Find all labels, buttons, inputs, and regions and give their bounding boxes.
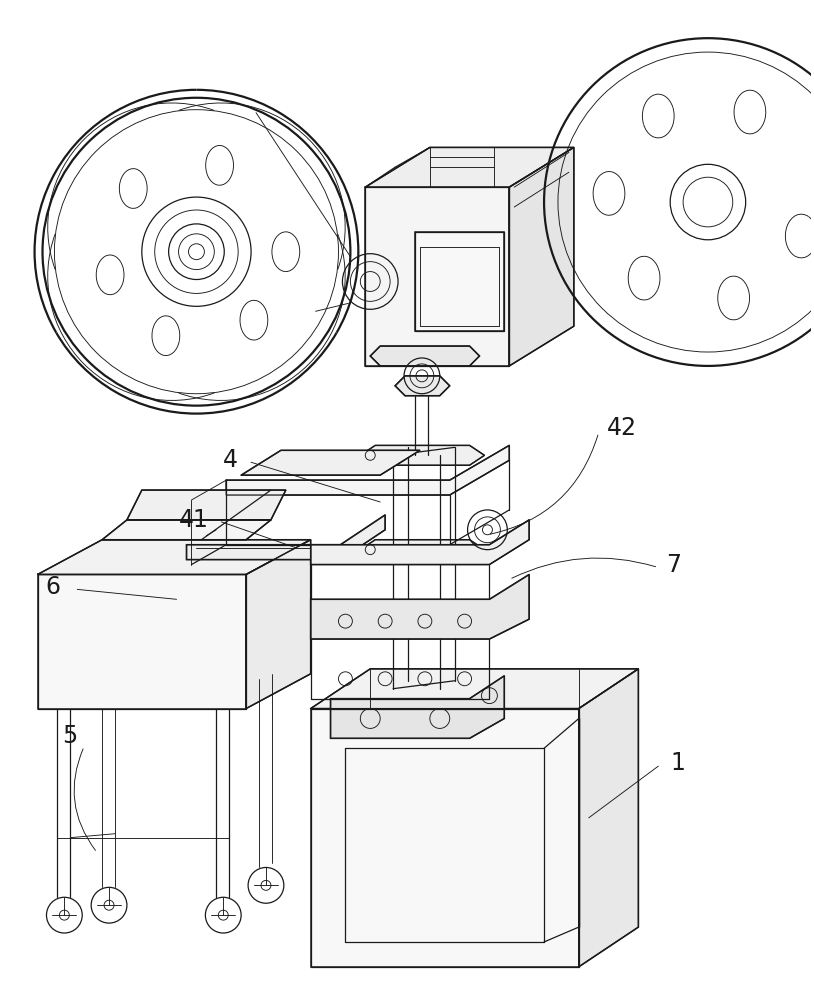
Text: 6: 6: [46, 575, 60, 599]
Polygon shape: [241, 450, 420, 475]
Polygon shape: [579, 669, 638, 967]
Text: 4: 4: [223, 448, 239, 472]
Polygon shape: [330, 676, 505, 738]
Polygon shape: [365, 187, 510, 366]
Polygon shape: [102, 520, 271, 540]
Polygon shape: [510, 147, 574, 366]
Polygon shape: [415, 232, 505, 331]
Polygon shape: [365, 147, 574, 187]
Polygon shape: [37, 574, 246, 709]
Polygon shape: [311, 669, 638, 709]
Polygon shape: [311, 520, 529, 565]
Polygon shape: [246, 540, 311, 709]
Text: 7: 7: [666, 553, 681, 577]
Polygon shape: [370, 346, 479, 366]
Polygon shape: [186, 515, 385, 560]
Polygon shape: [311, 574, 529, 639]
Polygon shape: [395, 376, 449, 396]
Text: 1: 1: [670, 751, 685, 775]
Text: 41: 41: [178, 508, 208, 532]
Text: 42: 42: [606, 416, 637, 440]
Polygon shape: [311, 709, 579, 967]
Text: 5: 5: [63, 724, 77, 748]
Polygon shape: [37, 540, 311, 574]
Polygon shape: [361, 445, 484, 465]
Polygon shape: [127, 490, 286, 520]
Polygon shape: [361, 540, 484, 560]
Polygon shape: [226, 445, 510, 495]
